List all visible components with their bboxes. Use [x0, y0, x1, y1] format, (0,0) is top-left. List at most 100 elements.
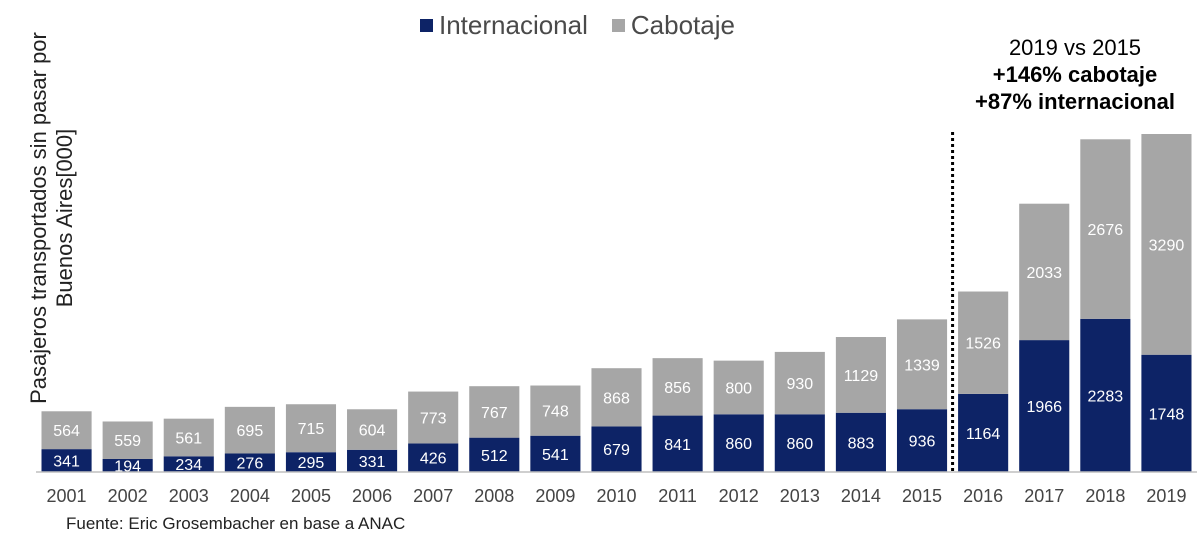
bar-cabotaje-2005: [285, 404, 337, 453]
comparison-annotation: 2019 vs 2015 +146% cabotaje +87% interna…: [970, 34, 1180, 115]
data-label-cabotaje-2001: 564: [53, 423, 80, 440]
bar-internacional-2007: [408, 443, 459, 472]
x-tick-label-2014: 2014: [841, 486, 881, 506]
legend-label-internacional: Internacional: [439, 10, 588, 40]
bar-cabotaje-2007: [408, 391, 459, 444]
bar-internacional-2001: [41, 449, 92, 472]
legend-item-internacional: Internacional: [420, 10, 588, 41]
x-tick-label-2005: 2005: [291, 486, 331, 506]
bar-internacional-2009: [530, 435, 581, 472]
data-label-cabotaje-2007: 773: [420, 410, 447, 427]
data-label-internacional-2003: 234: [175, 457, 202, 474]
bar-internacional-2012: [713, 414, 764, 472]
x-tick-label-2011: 2011: [658, 486, 697, 506]
bar-internacional-2010: [591, 426, 642, 472]
x-tick-label-2019: 2019: [1146, 486, 1186, 506]
data-label-internacional-2005: 295: [298, 455, 325, 472]
x-tick-label-2001: 2001: [47, 486, 87, 506]
bar-cabotaje-2012: [713, 360, 764, 415]
data-label-internacional-2012: 860: [725, 436, 752, 453]
x-tick-label-2004: 2004: [230, 486, 270, 506]
data-label-cabotaje-2008: 767: [481, 405, 508, 422]
data-label-internacional-2013: 860: [786, 436, 813, 453]
data-label-internacional-2008: 512: [481, 448, 508, 465]
bar-internacional-2006: [347, 449, 398, 472]
legend-swatch-cabotaje: [611, 19, 625, 32]
bar-internacional-2013: [774, 414, 825, 472]
bar-internacional-2008: [469, 437, 520, 472]
data-label-cabotaje-2014: 1129: [844, 368, 879, 385]
data-label-internacional-2011: 841: [664, 437, 691, 454]
bar-cabotaje-2009: [530, 385, 581, 436]
data-label-cabotaje-2015: 1339: [904, 357, 940, 374]
bar-internacional-2017: [1019, 340, 1070, 472]
data-label-cabotaje-2019: 3290: [1149, 237, 1185, 254]
bar-internacional-2014: [835, 412, 886, 472]
bar-cabotaje-2017: [1019, 203, 1070, 341]
x-tick-labels: 2001 2002 2003 2004 2005 2006 2007 2008 2009 2010…: [47, 486, 1187, 506]
x-tick-label-2013: 2013: [780, 486, 820, 506]
bar-internacional-2003: [163, 456, 214, 472]
x-tick-label-2018: 2018: [1085, 486, 1125, 506]
data-label-cabotaje-2016: 1526: [965, 336, 1001, 353]
data-label-cabotaje-2003: 561: [175, 430, 202, 447]
data-label-cabotaje-2010: 868: [603, 390, 630, 407]
bar-internacional-2011: [652, 415, 703, 472]
x-tick-label-2003: 2003: [169, 486, 209, 506]
bar-internacional-2015: [896, 409, 948, 472]
data-label-internacional-2006: 331: [359, 454, 386, 471]
data-label-cabotaje-2004: 695: [237, 423, 264, 440]
data-label-cabotaje-2009: 748: [542, 404, 569, 421]
annotation-line-2: +146% cabotaje: [992, 62, 1158, 87]
bar-cabotaje-2001: [41, 411, 92, 450]
data-label-internacional-2002: 194: [114, 458, 141, 475]
x-tick-label-2015: 2015: [902, 486, 942, 506]
data-label-cabotaje-2006: 604: [359, 423, 386, 440]
bar-internacional-2019: [1141, 354, 1192, 472]
bar-internacional-2016: [958, 393, 1009, 472]
x-tick-label-2017: 2017: [1024, 486, 1064, 506]
annotation-line-3: +87% internacional: [975, 89, 1175, 114]
data-label-cabotaje-2002: 559: [114, 433, 141, 450]
legend-label-cabotaje: Cabotaje: [630, 10, 735, 40]
bars-group: 341 564 194 559 234 561 276 695 295 715 331 604 426 7…: [41, 134, 1192, 475]
bar-cabotaje-2013: [774, 351, 825, 415]
data-label-internacional-2019: 1748: [1149, 406, 1185, 423]
annotation-line-1: 2019 vs 2015: [1008, 35, 1142, 60]
legend: Internacional Cabotaje: [420, 10, 749, 41]
bar-internacional-2004: [224, 453, 275, 472]
bar-cabotaje-2016: [958, 291, 1009, 394]
data-label-cabotaje-2017: 2033: [1026, 265, 1062, 282]
bar-cabotaje-2002: [102, 421, 153, 459]
data-label-cabotaje-2012: 800: [725, 380, 752, 397]
x-tick-label-2002: 2002: [108, 486, 148, 506]
x-tick-label-2012: 2012: [719, 486, 759, 506]
x-tick-label-2007: 2007: [413, 486, 453, 506]
x-tick-label-2016: 2016: [963, 486, 1003, 506]
bar-cabotaje-2004: [224, 406, 275, 454]
bar-cabotaje-2010: [591, 368, 642, 427]
x-tick-label-2008: 2008: [474, 486, 514, 506]
data-label-cabotaje-2011: 856: [664, 380, 691, 397]
bar-cabotaje-2006: [347, 409, 398, 450]
data-label-internacional-2007: 426: [420, 451, 447, 468]
bar-internacional-2002: [102, 458, 153, 472]
bar-cabotaje-2015: [896, 319, 948, 410]
bar-internacional-2005: [285, 452, 337, 472]
data-label-cabotaje-2005: 715: [298, 421, 325, 438]
x-tick-label-2009: 2009: [535, 486, 575, 506]
source-note: Fuente: Eric Grosembacher en base a ANAC: [66, 514, 406, 533]
bar-cabotaje-2018: [1080, 139, 1131, 319]
bar-cabotaje-2003: [163, 418, 214, 457]
bar-cabotaje-2014: [835, 337, 886, 413]
bar-internacional-2018: [1080, 318, 1131, 472]
legend-swatch-internacional: [420, 19, 433, 32]
data-label-internacional-2004: 276: [237, 456, 264, 473]
legend-item-cabotaje: Cabotaje: [611, 10, 735, 41]
bar-cabotaje-2008: [469, 386, 520, 438]
data-label-internacional-2018: 2283: [1088, 388, 1124, 405]
data-label-internacional-2009: 541: [542, 447, 569, 464]
data-label-cabotaje-2018: 2676: [1088, 222, 1124, 239]
data-label-internacional-2017: 1966: [1026, 399, 1062, 416]
data-label-internacional-2010: 679: [603, 442, 630, 459]
